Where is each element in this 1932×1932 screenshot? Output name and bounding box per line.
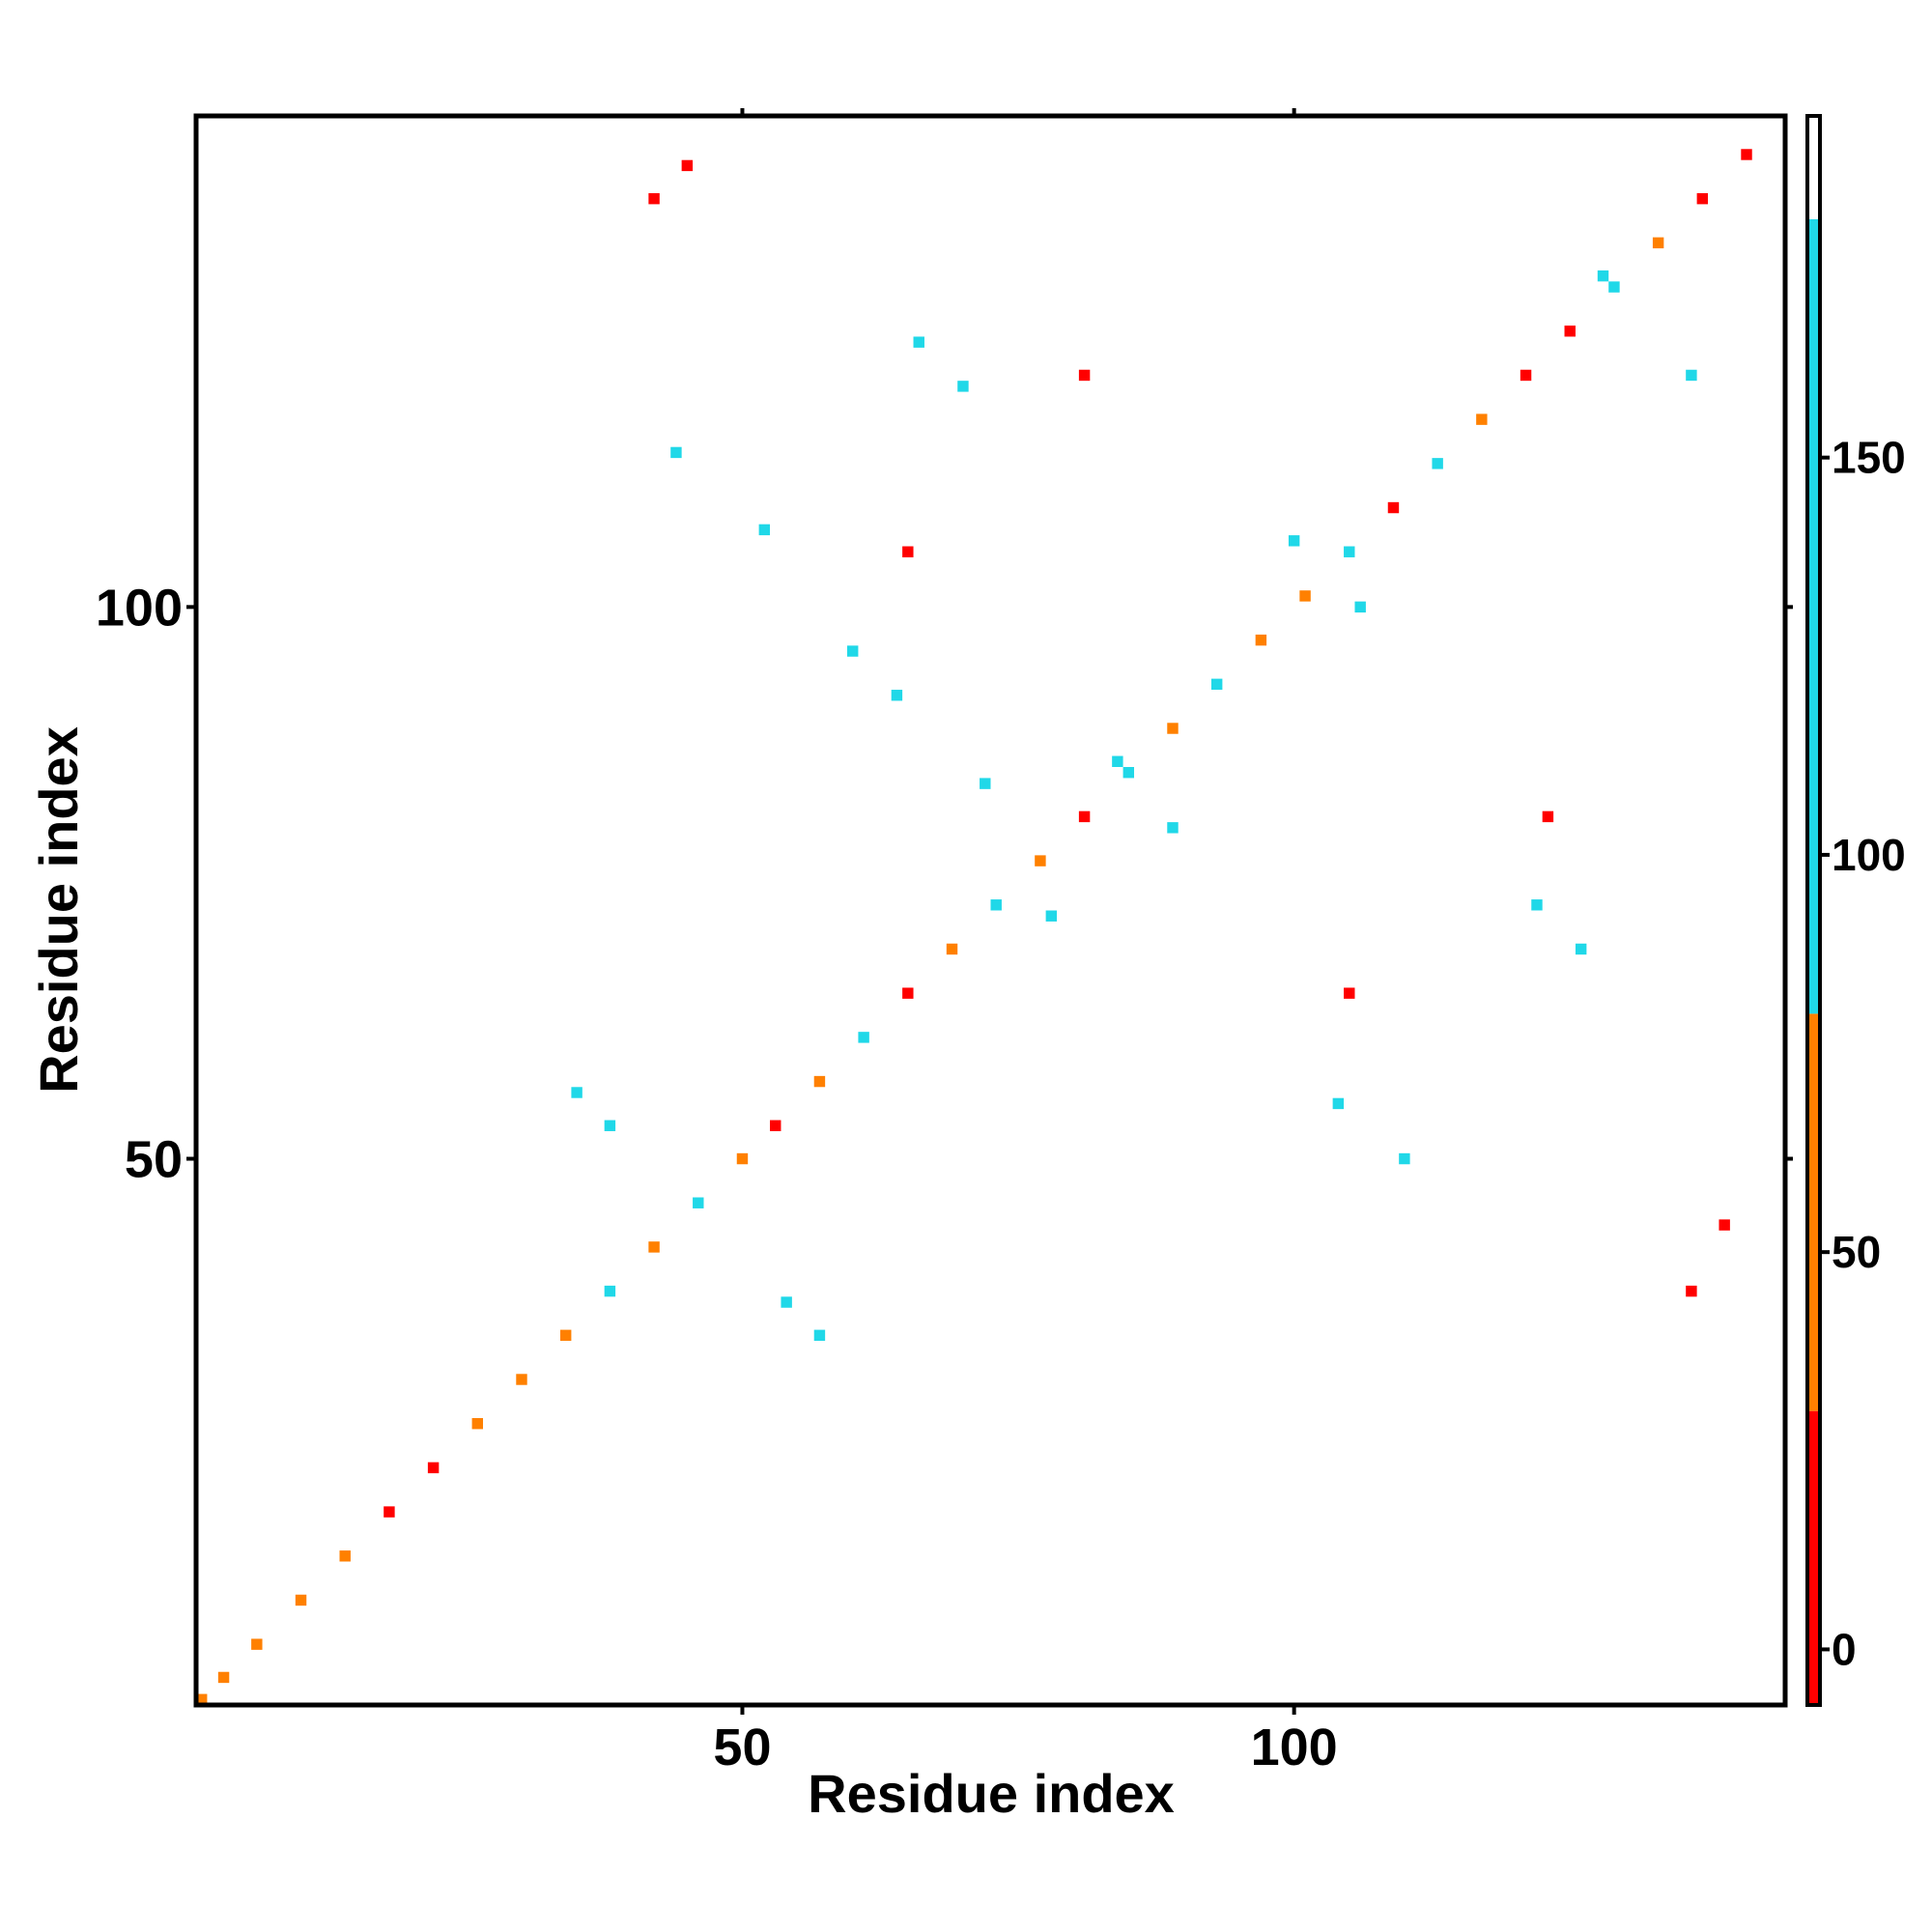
heatmap-cell (1112, 755, 1123, 767)
y-axis-ticks: 50 100 (96, 579, 1793, 1189)
heatmap-cell (1344, 546, 1355, 557)
heatmap-cell (781, 1296, 792, 1308)
heatmap-cell (1299, 590, 1311, 602)
heatmap-cell (1122, 766, 1135, 779)
heatmap-cell (736, 1152, 749, 1165)
heatmap-cell (1542, 810, 1554, 823)
heatmap-cell (427, 1462, 440, 1474)
colorbar-segment (1807, 1013, 1820, 1411)
heatmap-cell (681, 159, 694, 172)
heatmap-cell (1210, 678, 1223, 691)
colorbar-segment (1807, 218, 1820, 1014)
heatmap-cell (571, 1087, 582, 1098)
colorbar: 0 50 100 150 (1805, 114, 1906, 1707)
y-tick-label: 100 (96, 579, 183, 637)
x-axis-ticks: 50 100 (713, 108, 1338, 1776)
plot-frame (193, 113, 1788, 1708)
heatmap-cell (693, 1197, 704, 1208)
heatmap-cell (946, 943, 958, 955)
heatmap-cell (295, 1594, 307, 1606)
colorbar-segment (1807, 1410, 1820, 1705)
colorbar-tick-label: 150 (1832, 433, 1906, 483)
heatmap-cell (980, 778, 991, 789)
x-axis-label: Residue index (808, 1763, 1175, 1824)
heatmap-cell (1035, 855, 1046, 867)
heatmap-cell (1387, 501, 1400, 514)
heatmap-cell (1167, 822, 1179, 834)
heatmap-cell (1520, 369, 1532, 382)
heatmap-cell (1686, 369, 1697, 382)
heatmap-cell (1167, 723, 1179, 734)
heatmap-cell (1575, 943, 1587, 955)
heatmap-cell (1741, 149, 1752, 160)
heatmap-cell (891, 690, 903, 701)
heatmap-cell (913, 336, 924, 348)
heatmap-cell (813, 1075, 826, 1088)
heatmap-cell (1045, 910, 1058, 922)
heatmap-cell (516, 1374, 527, 1385)
heatmap-cell (846, 645, 859, 657)
heatmap-cell (1399, 1152, 1410, 1165)
colorbar-tick-label: 0 (1832, 1624, 1857, 1674)
heatmap-cell (990, 899, 1002, 911)
heatmap-cell (1255, 634, 1267, 646)
colorbar-tick-label: 100 (1832, 830, 1906, 880)
heatmap-cell (957, 381, 969, 392)
heatmap-cell (902, 546, 914, 557)
heatmap-cell (1078, 369, 1091, 382)
heatmap-cell (1432, 458, 1443, 469)
heatmap-cell (1332, 1097, 1345, 1110)
y-axis-label: Residue index (28, 726, 89, 1094)
heatmap-cell (251, 1638, 263, 1650)
x-tick-label: 50 (713, 1719, 771, 1776)
heatmap-cell (1597, 270, 1609, 282)
heatmap-cell (648, 192, 660, 205)
heatmap-cell (604, 1285, 616, 1297)
heatmap-cell (1696, 192, 1709, 205)
heatmap-cell (770, 1120, 781, 1131)
heatmap-cell (670, 446, 682, 459)
heatmap-cell (1564, 326, 1576, 337)
heatmap-cell (339, 1550, 351, 1562)
heatmap-cell (902, 987, 914, 999)
heatmap-cell (604, 1120, 616, 1131)
heatmap-cell (813, 1329, 826, 1342)
y-tick-label: 50 (125, 1131, 183, 1189)
heatmap-cells (196, 149, 1752, 1705)
heatmap-cell (1608, 281, 1620, 293)
heatmap-cell (1288, 535, 1300, 547)
heatmap-cell (858, 1032, 869, 1043)
heatmap-cell (1652, 237, 1664, 249)
heatmap-cell (559, 1329, 572, 1342)
heatmap-cell (196, 1693, 208, 1705)
colorbar-frame (1805, 114, 1822, 1707)
heatmap-cell (1476, 413, 1488, 425)
colorbar-segment (1807, 116, 1820, 219)
x-tick-label: 100 (1251, 1719, 1338, 1776)
heatmap-cell (217, 1671, 230, 1684)
heatmap-cell (471, 1417, 484, 1430)
heatmap-cell (384, 1506, 395, 1518)
colorbar-tick-label: 50 (1832, 1227, 1881, 1277)
heatmap-cell (1078, 810, 1091, 823)
heatmap-cell (1354, 601, 1366, 613)
heatmap-cell (1719, 1219, 1730, 1231)
heatmap-cell (758, 524, 771, 536)
heatmap-cell (1686, 1285, 1697, 1297)
heatmap-cell (648, 1241, 660, 1253)
heatmap-cell (1344, 987, 1355, 999)
heatmap-cell (1531, 899, 1543, 911)
